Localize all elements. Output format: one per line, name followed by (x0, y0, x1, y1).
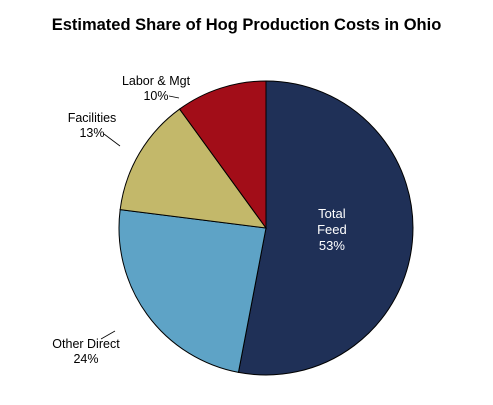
slice-label-value: 10% (143, 89, 168, 103)
chart-title: Estimated Share of Hog Production Costs … (51, 16, 442, 34)
slice-label-name: Feed (317, 222, 347, 237)
pie-slice-other-direct (118, 209, 267, 373)
leader-line (103, 133, 121, 147)
slice-label-name: Facilities (68, 111, 117, 125)
pie-slice-facilities (119, 108, 268, 229)
slice-label-value: 13% (79, 126, 104, 140)
slice-label-name: Labor & Mgt (122, 74, 191, 88)
slice-label-name: Total (318, 206, 346, 221)
leader-line (100, 330, 116, 340)
slice-label-value: 53% (319, 238, 345, 253)
slice-label-value: 24% (73, 352, 98, 366)
pie-slice-labor-and-mgt (178, 80, 267, 230)
leader-line (168, 95, 180, 99)
slice-label-name: Other Direct (52, 337, 120, 351)
pie-slice-total-feed (237, 80, 414, 376)
